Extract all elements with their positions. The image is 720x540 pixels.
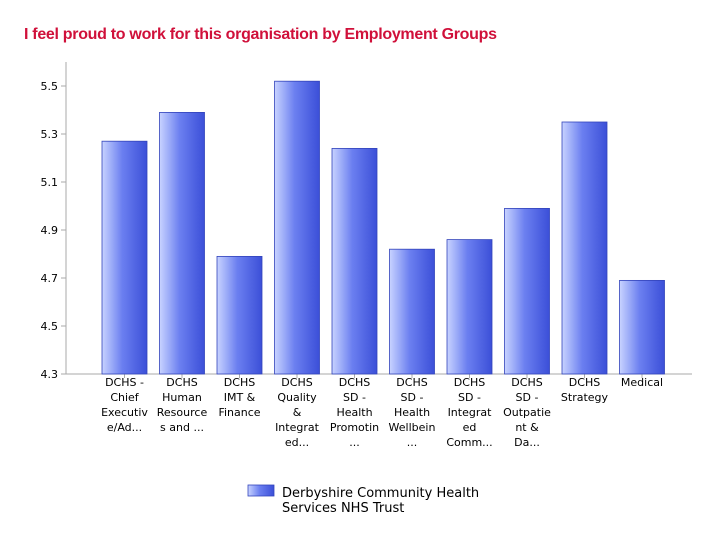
x-tick-label: DCHS SD -Outpatie nt & Da... xyxy=(503,376,551,449)
legend-label: Derbyshire Community Health Services NHS … xyxy=(282,486,479,516)
bar xyxy=(331,147,378,375)
bar xyxy=(389,248,435,375)
x-tick-label: DCHS -Chief Executiv e/Ad... xyxy=(101,376,148,434)
y-tick-label: 5.3 xyxy=(41,128,59,141)
y-tick-label: 4.5 xyxy=(41,320,59,333)
x-tick-label: Medical xyxy=(621,376,663,389)
x-tick-label: DCHS SD -Health Wellbein... xyxy=(389,376,436,449)
bar xyxy=(446,239,493,375)
y-tick-label: 5.5 xyxy=(41,80,59,93)
bar xyxy=(561,121,608,375)
x-tick-label: DCHS SD -Health Promotin... xyxy=(330,376,379,449)
y-tick-label: 4.9 xyxy=(41,224,59,237)
bar xyxy=(159,112,205,375)
x-tick-label: DCHS SD -Integrat ed Comm... xyxy=(446,376,492,449)
bar xyxy=(619,279,665,375)
chart-title: I feel proud to work for this organisati… xyxy=(24,26,497,43)
x-tick-label: DCHS Strategy xyxy=(561,376,609,404)
y-tick-label: 4.7 xyxy=(41,272,59,285)
y-tick-label: 4.3 xyxy=(41,368,59,381)
bar xyxy=(216,255,263,375)
x-tick-label: DCHS Quality & Integrat ed... xyxy=(275,376,320,449)
bar xyxy=(101,140,148,375)
legend-swatch xyxy=(247,484,275,497)
x-tick-label: DCHS IMT & Finance xyxy=(218,376,260,419)
x-tick-label: DCHS Human Resource s and ... xyxy=(157,376,208,434)
bar xyxy=(274,80,320,375)
bar xyxy=(504,207,550,375)
y-tick-label: 5.1 xyxy=(41,176,59,189)
